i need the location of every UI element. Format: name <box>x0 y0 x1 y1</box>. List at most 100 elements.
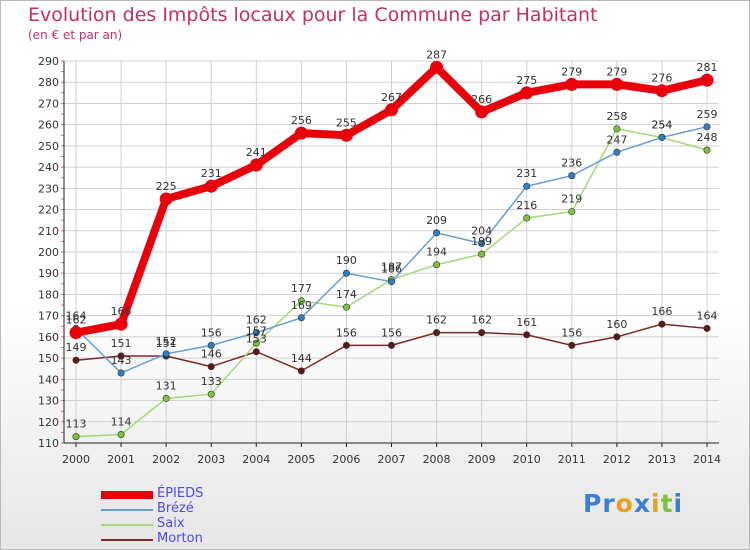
data-label-epieds: 241 <box>246 146 267 159</box>
data-label-breze: 162 <box>246 314 267 327</box>
data-point-epieds <box>700 73 714 87</box>
data-label-morton: 156 <box>561 326 582 339</box>
legend-item: Brézé <box>101 501 301 517</box>
data-point-breze <box>478 240 486 248</box>
data-point-saix <box>297 297 305 305</box>
y-tick-label: 140 <box>38 373 59 386</box>
x-tick-label: 2009 <box>468 453 496 466</box>
y-tick-label: 230 <box>38 182 59 195</box>
data-label-morton: 161 <box>516 316 537 329</box>
data-point-epieds <box>475 105 489 119</box>
data-point-breze <box>252 329 260 337</box>
x-tick-label: 2007 <box>378 453 406 466</box>
data-label-breze: 156 <box>201 326 222 339</box>
data-point-breze <box>342 269 350 277</box>
data-label-saix: 174 <box>336 288 357 301</box>
data-label-morton: 151 <box>156 337 177 350</box>
logo-letter: o <box>615 489 634 518</box>
data-label-epieds: 231 <box>201 167 222 180</box>
data-label-epieds: 225 <box>156 180 177 193</box>
data-point-morton <box>117 352 125 360</box>
data-label-epieds: 267 <box>381 91 402 104</box>
data-label-epieds: 279 <box>606 65 627 78</box>
data-label-epieds: 287 <box>426 48 447 61</box>
proxiti-logo: Proxiti <box>583 489 683 518</box>
data-label-epieds: 162 <box>66 314 87 327</box>
data-point-morton <box>207 363 215 371</box>
data-label-epieds: 256 <box>291 114 312 127</box>
data-label-breze: 169 <box>291 299 312 312</box>
logo-letter: P <box>583 489 603 518</box>
data-point-epieds <box>294 126 308 140</box>
data-label-saix: 187 <box>381 261 402 274</box>
data-label-breze: 190 <box>336 254 357 267</box>
y-tick-label: 220 <box>38 204 59 217</box>
data-point-saix <box>342 303 350 311</box>
data-label-morton: 162 <box>426 314 447 327</box>
data-label-morton: 144 <box>291 352 312 365</box>
data-point-epieds <box>610 77 624 91</box>
data-point-breze <box>568 172 576 180</box>
axes: 110 120 130 140 150 160 170 180 190 200 210 220 230 2… <box>38 55 721 466</box>
data-label-morton: 156 <box>381 326 402 339</box>
grid-lines <box>64 60 719 444</box>
data-point-morton <box>342 341 350 349</box>
data-point-saix <box>72 433 80 441</box>
data-label-breze: 204 <box>471 225 492 238</box>
data-label-saix: 248 <box>697 131 718 144</box>
data-point-saix <box>252 339 260 347</box>
data-point-morton <box>613 333 621 341</box>
y-tick-label: 290 <box>38 55 59 68</box>
data-point-epieds <box>520 86 534 100</box>
data-label-morton: 162 <box>471 314 492 327</box>
data-label-breze: 186 <box>381 263 402 276</box>
y-tick-label: 280 <box>38 76 59 89</box>
data-point-morton <box>703 324 711 332</box>
data-point-saix <box>207 390 215 398</box>
data-point-epieds <box>385 103 398 117</box>
data-point-epieds <box>69 326 83 340</box>
y-tick-label: 180 <box>38 288 59 301</box>
data-labels: 162 166 225 231 241 256 255 267 287 266 275 279 279 2… <box>66 48 718 430</box>
data-label-breze: 209 <box>426 214 447 227</box>
data-point-epieds <box>249 158 263 172</box>
y-tick-label: 130 <box>38 395 59 408</box>
legend-swatch-morton <box>101 539 153 541</box>
data-label-saix: 216 <box>516 199 537 212</box>
legend-swatch-epieds <box>101 491 153 499</box>
legend-label-morton: Morton <box>157 531 203 546</box>
data-label-morton: 151 <box>111 337 132 350</box>
data-label-morton: 164 <box>697 309 718 322</box>
data-label-saix: 254 <box>651 118 672 131</box>
chart-subtitle: (en € et par an) <box>28 28 123 42</box>
data-point-saix <box>433 261 441 269</box>
legend-label-breze: Brézé <box>157 501 194 516</box>
data-point-saix <box>613 125 621 133</box>
logo-letter: t <box>660 489 674 518</box>
series-lines <box>69 60 714 441</box>
data-label-morton: 166 <box>651 305 672 318</box>
data-point-morton <box>252 348 260 356</box>
data-label-saix: 177 <box>291 282 312 295</box>
data-label-saix: 114 <box>111 416 132 429</box>
x-tick-label: 2005 <box>287 453 315 466</box>
data-label-saix: 199 <box>471 235 492 248</box>
data-label-saix: 219 <box>561 193 582 206</box>
y-tick-label: 150 <box>38 352 59 365</box>
data-point-saix <box>117 431 125 439</box>
data-point-saix <box>703 146 711 154</box>
data-label-morton: 160 <box>606 318 627 331</box>
data-point-breze <box>433 229 441 237</box>
data-point-breze <box>297 314 305 322</box>
x-tick-label: 2013 <box>648 453 676 466</box>
data-label-breze: 164 <box>66 309 87 322</box>
legend: ÉPIEDS Brézé Saix Morton <box>101 486 301 547</box>
y-tick-label: 190 <box>38 267 59 280</box>
data-label-epieds: 266 <box>471 93 492 106</box>
x-tick-label: 2001 <box>107 453 135 466</box>
x-tick-label: 2000 <box>62 453 90 466</box>
legend-swatch-saix <box>101 524 153 526</box>
data-point-breze <box>658 133 666 141</box>
y-tick-label: 160 <box>38 331 59 344</box>
data-label-saix: 194 <box>426 246 447 259</box>
